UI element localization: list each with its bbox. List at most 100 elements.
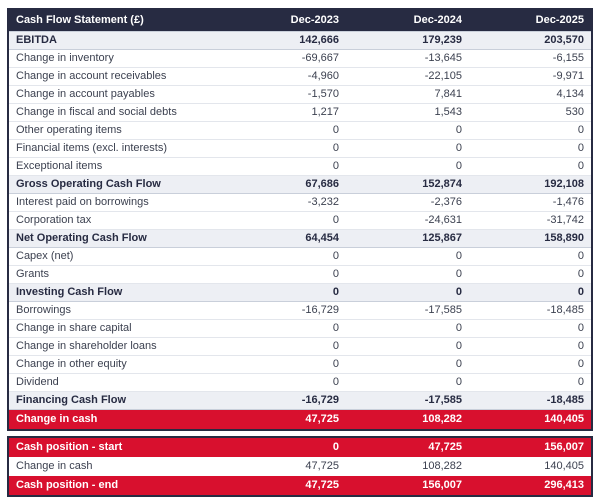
row-value: 0 [469, 247, 592, 266]
table-row: Change in shareholder loans 0 0 0 [8, 337, 592, 356]
row-value: 47,725 [346, 437, 469, 457]
table-row: Other operating items 0 0 0 [8, 121, 592, 140]
row-label: Net Operating Cash Flow [8, 229, 223, 248]
row-value: 108,282 [346, 409, 469, 430]
row-value: 0 [223, 139, 346, 158]
row-value: -2,376 [346, 193, 469, 212]
row-label: Change in shareholder loans [8, 337, 223, 356]
row-label: Change in inventory [8, 49, 223, 68]
row-value: -9,971 [469, 67, 592, 86]
row-value: 0 [346, 247, 469, 266]
row-value: -18,485 [469, 301, 592, 320]
row-label: Dividend [8, 373, 223, 392]
row-value: 0 [223, 319, 346, 338]
row-value: 296,413 [469, 476, 592, 496]
row-label: Cash position - start [8, 437, 223, 457]
row-label: Exceptional items [8, 157, 223, 176]
row-label: Gross Operating Cash Flow [8, 175, 223, 194]
row-value: 0 [223, 355, 346, 374]
row-value: 179,239 [346, 31, 469, 50]
row-label: Change in cash [8, 457, 223, 476]
row-value: 0 [346, 121, 469, 140]
row-value: 0 [223, 373, 346, 392]
table-row: Exceptional items 0 0 0 [8, 157, 592, 176]
table-title: Cash Flow Statement (£) [8, 9, 223, 32]
table-row: Interest paid on borrowings -3,232 -2,376-… [8, 193, 592, 212]
row-value: 0 [223, 283, 346, 302]
table-row: Cash position - end 47,725 156,007 296,413 [8, 476, 592, 496]
row-value: 47,725 [223, 476, 346, 496]
row-value: 0 [469, 337, 592, 356]
row-value: 156,007 [346, 476, 469, 496]
row-value: -24,631 [346, 211, 469, 230]
row-value: 0 [346, 139, 469, 158]
row-value: 152,874 [346, 175, 469, 194]
row-value: 0 [223, 265, 346, 284]
row-value: 0 [469, 121, 592, 140]
row-value: -18,485 [469, 391, 592, 410]
row-label: Cash position - end [8, 476, 223, 496]
row-value: -17,585 [346, 301, 469, 320]
row-value: -3,232 [223, 193, 346, 212]
row-value: 7,841 [346, 85, 469, 104]
row-value: 0 [469, 355, 592, 374]
row-value: 0 [469, 319, 592, 338]
row-value: 0 [346, 373, 469, 392]
table-row: Change in other equity 0 0 0 [8, 355, 592, 374]
row-value: 47,725 [223, 409, 346, 430]
table-row: Change in cash 47,725 108,282 140,405 [8, 457, 592, 476]
row-label: Change in cash [8, 409, 223, 430]
table-row: Change in account payables -1,570 7,841 4,1… [8, 85, 592, 104]
row-value: -69,667 [223, 49, 346, 68]
row-value: 0 [223, 211, 346, 230]
column-header-dec-2023: Dec-2023 [223, 9, 346, 32]
cash-flow-statement-table: Cash Flow Statement (£) Dec-2023 Dec-202… [7, 8, 593, 431]
row-value: 67,686 [223, 175, 346, 194]
row-label: Capex (net) [8, 247, 223, 266]
row-value: -1,476 [469, 193, 592, 212]
row-label: Change in account payables [8, 85, 223, 104]
row-value: 0 [469, 283, 592, 302]
row-label: Financing Cash Flow [8, 391, 223, 410]
table-header-row: Cash Flow Statement (£) Dec-2023 Dec-202… [8, 9, 592, 32]
row-value: 0 [469, 157, 592, 176]
row-value: 140,405 [469, 457, 592, 476]
row-value: 142,666 [223, 31, 346, 50]
row-label: Change in share capital [8, 319, 223, 338]
row-value: -6,155 [469, 49, 592, 68]
row-value: 0 [223, 157, 346, 176]
row-value: 4,134 [469, 85, 592, 104]
row-label: Other operating items [8, 121, 223, 140]
row-value: -16,729 [223, 301, 346, 320]
cash-position-table-body: Cash position - start 0 47,725 156,007 Chang… [8, 437, 592, 496]
row-label: Change in account receivables [8, 67, 223, 86]
row-value: 0 [469, 139, 592, 158]
row-value: 0 [346, 355, 469, 374]
row-value: 47,725 [223, 457, 346, 476]
row-value: 156,007 [469, 437, 592, 457]
row-label: Financial items (excl. interests) [8, 139, 223, 158]
row-value: 140,405 [469, 409, 592, 430]
row-value: 64,454 [223, 229, 346, 248]
row-value: 125,867 [346, 229, 469, 248]
table-row: Grants 0 0 0 [8, 265, 592, 284]
row-value: 0 [469, 373, 592, 392]
row-value: -22,105 [346, 67, 469, 86]
cash-flow-table-body: EBITDA 142,666 179,239 203,570 Change in inv… [8, 31, 592, 430]
table-row: Change in cash 47,725 108,282 140,405 [8, 409, 592, 430]
table-row: Corporation tax 0 -24,631 -31,742 [8, 211, 592, 230]
row-value: 0 [223, 437, 346, 457]
table-row: Dividend 0 0 0 [8, 373, 592, 392]
row-value: 203,570 [469, 31, 592, 50]
row-label: EBITDA [8, 31, 223, 50]
column-header-dec-2025: Dec-2025 [469, 9, 592, 32]
row-value: -16,729 [223, 391, 346, 410]
row-value: 0 [223, 247, 346, 266]
table-row: Capex (net) 0 0 0 [8, 247, 592, 266]
row-value: 0 [346, 157, 469, 176]
row-value: 0 [346, 337, 469, 356]
row-value: 0 [223, 337, 346, 356]
table-row: Change in account receivables -4,960 -22,1… [8, 67, 592, 86]
row-value: -31,742 [469, 211, 592, 230]
